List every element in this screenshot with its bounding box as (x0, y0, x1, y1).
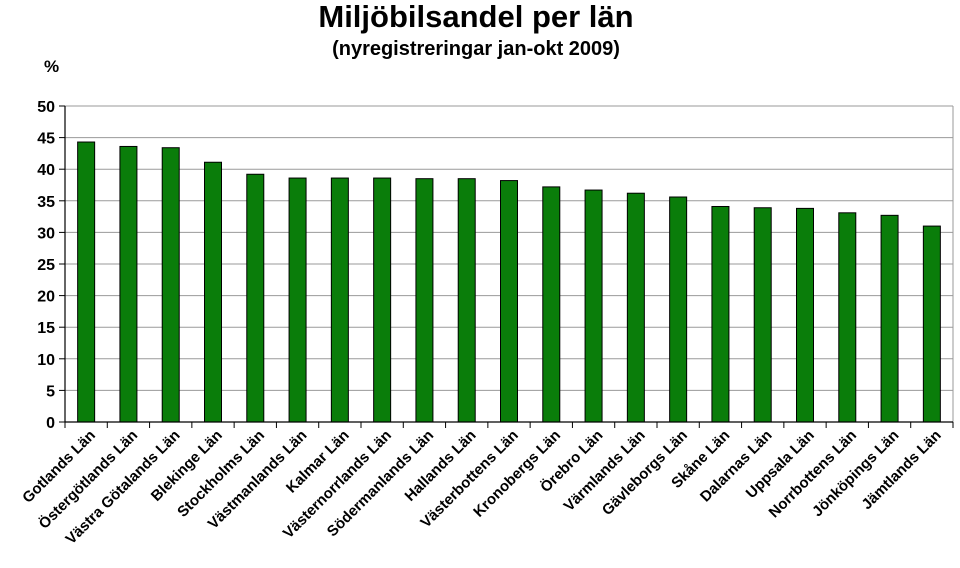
y-tick-label: 20 (37, 289, 55, 306)
x-tick-label: Gotlands Län (19, 427, 99, 507)
bar (457, 178, 476, 423)
y-tick-label: 25 (37, 257, 55, 274)
bar (542, 186, 561, 423)
y-tick-label: 0 (46, 415, 55, 432)
bar (288, 177, 307, 423)
y-tick-label: 30 (37, 225, 55, 242)
y-tick-labels: 0 5 10 15 20 25 30 35 40 45 50 (37, 99, 55, 432)
y-tick-label: 10 (37, 352, 55, 369)
bar (373, 177, 392, 423)
y-tick-label: 40 (37, 162, 55, 179)
bar (161, 147, 180, 423)
bar (330, 177, 349, 423)
bar (838, 212, 857, 423)
bar (119, 145, 138, 423)
y-tick-label: 5 (46, 383, 55, 400)
y-tick-label: 35 (37, 194, 55, 211)
axes (59, 105, 954, 428)
bars (77, 141, 941, 423)
y-axis-unit-label: % (44, 57, 60, 76)
bar (246, 173, 265, 423)
bar (880, 214, 899, 423)
bar (204, 161, 222, 423)
y-tick-label: 50 (37, 99, 55, 116)
chart-subtitle: (nyregistreringar jan-okt 2009) (332, 38, 620, 60)
x-tick-label: Jämtlands Län (858, 427, 944, 513)
bar (584, 189, 603, 423)
y-tick-label: 15 (37, 320, 55, 337)
bar (922, 225, 941, 423)
bar (626, 192, 645, 423)
bar (669, 196, 688, 423)
chart-title: Miljöbilsandel per län (318, 0, 634, 34)
bar (711, 205, 730, 423)
bar (415, 178, 434, 423)
bar (753, 207, 772, 423)
y-tick-label: 45 (37, 131, 55, 148)
bar (796, 207, 814, 423)
bar (500, 180, 518, 423)
bar (77, 141, 96, 423)
